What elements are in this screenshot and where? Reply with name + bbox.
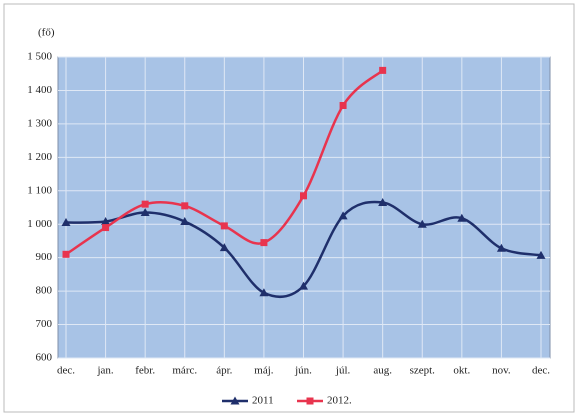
x-tick-label: dec. [57, 365, 75, 377]
x-tick-label: szept. [410, 365, 436, 377]
data-point [339, 101, 347, 109]
y-tick-label: 800 [36, 285, 53, 297]
y-tick-label: 1 000 [27, 218, 52, 230]
y-tick-label: 1 200 [27, 151, 52, 163]
legend-label: 2012. [327, 395, 352, 407]
data-point [536, 250, 546, 259]
data-point [102, 224, 110, 232]
y-tick-label: 900 [36, 251, 53, 263]
data-point [496, 243, 506, 252]
data-point [180, 217, 190, 226]
data-point [219, 243, 229, 252]
x-tick-label: máj. [254, 365, 273, 377]
x-tick-label: ápr. [216, 365, 232, 377]
y-tick-label: 1 300 [27, 117, 52, 129]
x-tick-label: jún. [294, 365, 312, 377]
y-tick-label: 1 500 [27, 51, 52, 63]
y-tick-label: 1 100 [27, 184, 52, 196]
data-point [338, 211, 348, 220]
data-point [417, 219, 427, 228]
y-axis-label: (fő) [38, 27, 55, 39]
data-point [378, 197, 388, 206]
data-point [181, 202, 189, 210]
x-tick-label: dec. [532, 365, 550, 377]
data-point [101, 217, 111, 226]
data-point [141, 200, 149, 208]
x-tick-label: nov. [492, 365, 511, 377]
y-tick-label: 600 [36, 352, 53, 364]
data-point [379, 66, 387, 74]
legend-marker [230, 396, 240, 405]
legend-marker [306, 397, 314, 405]
data-point [259, 288, 269, 297]
data-point [220, 222, 228, 230]
x-tick-label: márc. [172, 365, 197, 377]
x-tick-label: febr. [135, 365, 155, 377]
x-tick-label: aug. [373, 365, 392, 377]
data-point [140, 208, 150, 217]
x-tick-label: júl. [335, 365, 351, 377]
x-tick-label: jan. [96, 365, 113, 377]
x-tick-label: okt. [453, 365, 470, 377]
data-point [62, 250, 70, 258]
data-point [457, 213, 467, 222]
y-tick-label: 700 [36, 318, 53, 330]
data-point [61, 218, 71, 227]
data-point [260, 239, 268, 247]
y-tick-label: 1 400 [27, 84, 52, 96]
legend-label: 2011 [252, 395, 274, 407]
data-point [300, 192, 307, 200]
data-point [299, 281, 308, 290]
